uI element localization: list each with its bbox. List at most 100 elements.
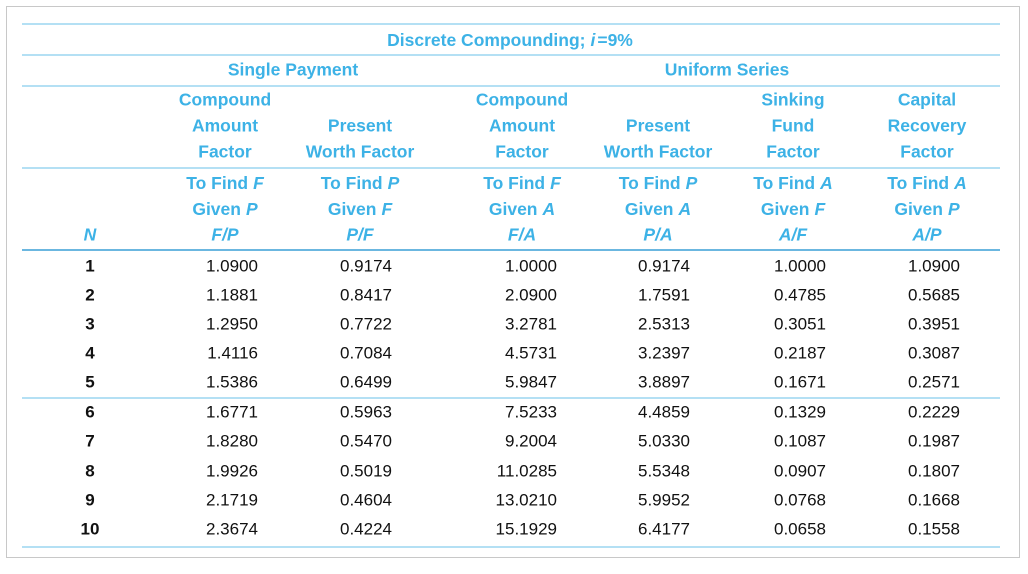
cell-value: 0.2229 [908,402,960,421]
cell-value: 1.2950 [206,314,258,333]
group-header: Single Payment [228,60,358,80]
given-variable: P [246,199,258,219]
title-text: Discrete Compounding; [387,30,585,50]
cell-value: 0.9174 [638,256,690,275]
cell-value: 5.0330 [638,431,690,450]
cell-value: 0.7722 [340,314,392,333]
find-label: To Find P [619,173,698,193]
column-name: Present [626,116,690,136]
column-name: Factor [766,142,820,162]
cell-value: 7.5233 [505,402,557,421]
cell-value: 4.5731 [505,343,557,362]
cell-value: 0.7084 [340,343,392,362]
cell-value: 0.3087 [908,343,960,362]
find-variable: F [550,173,562,193]
cell-value: 3.2397 [638,343,690,362]
cell-value: 4.4859 [638,402,690,421]
find-variable: P [388,173,400,193]
cell-value: 13.0210 [496,490,557,509]
cell-value: 0.1987 [908,431,960,450]
cell-value: 2.5313 [638,314,690,333]
cell-value: 0.8417 [340,285,392,304]
find-text: To Find [619,173,681,193]
group-header: Uniform Series [665,60,790,80]
title-rate: =9% [597,30,633,50]
cell-value: 0.4604 [340,490,392,509]
ratio-label: P/F [346,225,375,245]
cell-value: 2.3674 [206,519,258,538]
find-text: To Find [186,173,248,193]
cell-value: 0.1671 [774,372,826,391]
row-n: 2 [85,285,94,304]
column-name: Worth Factor [604,142,713,162]
given-variable: A [678,199,692,219]
given-text: Given [625,199,674,219]
column-name: Present [328,116,392,136]
cell-value: 1.5386 [206,372,258,391]
column-name: Factor [198,142,252,162]
cell-value: 0.1807 [908,461,960,480]
row-n: 1 [85,256,94,275]
cell-value: 0.5963 [340,402,392,421]
given-variable: F [381,199,393,219]
cell-value: 3.8897 [638,372,690,391]
cell-value: 15.1929 [496,519,557,538]
ratio-label: A/P [911,225,942,245]
find-text: To Find [483,173,545,193]
column-name: Amount [192,116,258,136]
find-variable: A [819,173,833,193]
cell-value: 0.6499 [340,372,392,391]
cell-value: 0.1668 [908,490,960,509]
cell-value: 0.3951 [908,314,960,333]
cell-value: 0.4785 [774,285,826,304]
row-n: 9 [85,490,94,509]
cell-value: 1.0900 [908,256,960,275]
cell-value: 1.4116 [207,343,258,362]
given-variable: F [814,199,826,219]
cell-value: 2.1719 [206,490,258,509]
given-text: Given [489,199,538,219]
column-name: Factor [495,142,549,162]
cell-value: 1.0000 [505,256,557,275]
cell-value: 1.9926 [206,461,258,480]
column-name: Compound [179,90,271,110]
given-variable: P [948,199,960,219]
column-name: Sinking [761,90,824,110]
row-n: 3 [85,314,94,333]
given-text: Given [192,199,241,219]
cell-value: 11.0285 [497,461,557,480]
find-label: To Find P [321,173,400,193]
row-n: 6 [85,402,94,421]
find-text: To Find [753,173,815,193]
given-text: Given [894,199,943,219]
cell-value: 6.4177 [638,519,690,538]
row-n: 4 [85,343,95,362]
cell-value: 1.7591 [638,285,690,304]
cell-value: 1.0900 [206,256,258,275]
cell-value: 0.2187 [774,343,826,362]
find-text: To Find [321,173,383,193]
cell-value: 0.0658 [774,519,826,538]
cell-value: 0.1087 [774,431,826,450]
row-n: 8 [85,461,94,480]
find-variable: P [686,173,698,193]
cell-value: 0.5685 [908,285,960,304]
cell-value: 0.4224 [340,519,392,538]
given-label: Given F [328,199,394,219]
cell-value: 2.0900 [505,285,557,304]
cell-value: 0.5019 [340,461,392,480]
column-name: Amount [489,116,555,136]
cell-value: 5.9847 [505,372,557,391]
column-name: Worth Factor [306,142,415,162]
find-label: To Find F [186,173,265,193]
column-name: Capital [898,90,956,110]
given-label: Given A [625,199,691,219]
find-variable: A [953,173,967,193]
cell-value: 0.1329 [774,402,826,421]
ratio-label: P/A [643,225,672,245]
find-label: To Find A [753,173,833,193]
cell-value: 0.5470 [340,431,392,450]
cell-value: 1.6771 [206,402,258,421]
row-n: 5 [85,372,94,391]
title-variable: i [590,30,596,50]
